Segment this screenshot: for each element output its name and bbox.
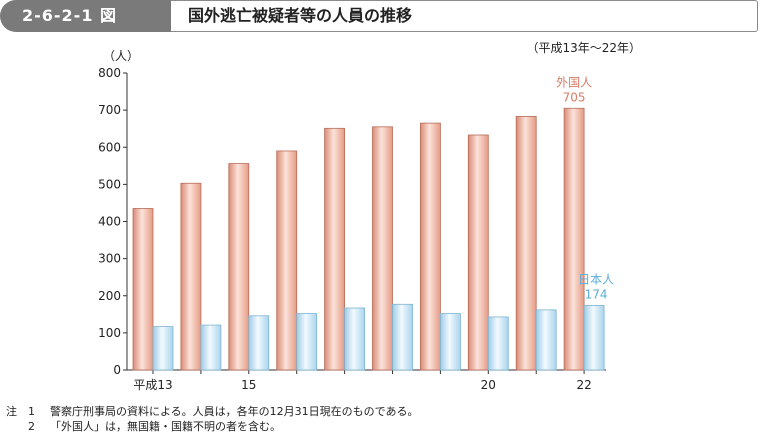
y-tick-label: 300 (98, 252, 121, 266)
series-name-label: 日本人 (578, 272, 614, 286)
y-tick-label: 600 (98, 140, 121, 154)
bar-foreign (276, 150, 298, 371)
note-text: 警察庁刑事局の資料による。人員は，各年の12月31日現在のものである。 (50, 405, 419, 418)
bar-japanese (392, 303, 413, 371)
period-note: （平成13年～22年） (526, 41, 641, 55)
note-mark: 注 (6, 405, 17, 418)
bar-foreign (563, 107, 585, 371)
bar-foreign (467, 134, 489, 371)
bar-foreign (132, 208, 154, 371)
y-unit-label: （人） (103, 49, 139, 63)
bar-japanese (439, 313, 461, 371)
y-tick-label: 0 (113, 363, 121, 377)
y-tick-label: 200 (98, 289, 121, 303)
bar-foreign (324, 127, 346, 371)
bar-foreign (372, 126, 393, 371)
x-tick-label: 平成13 (133, 378, 172, 392)
note-row-2: 2 「外国人」は，無国籍・国籍不明の者を含む。 (6, 419, 419, 434)
bar-japanese (296, 313, 318, 371)
y-tick-label: 400 (98, 215, 121, 229)
bar-japanese (535, 309, 557, 371)
bar-foreign (228, 163, 250, 371)
bar-japanese (152, 326, 174, 371)
note-text: 「外国人」は，無国籍・国籍不明の者を含む。 (50, 420, 281, 433)
series-end-value-label: 174 (585, 287, 608, 301)
x-tick-label: 15 (241, 378, 256, 392)
figure-title: 国外逃亡被疑者等の人員の推移 (188, 6, 413, 25)
bar-japanese (344, 307, 366, 371)
note-number: 1 (28, 405, 35, 418)
figure-number-badge: 2-6-2-1 図 (0, 0, 171, 32)
bar-japanese (583, 305, 605, 371)
bar-foreign (180, 182, 202, 371)
y-tick-label: 700 (98, 103, 121, 117)
series-end-value-label: 705 (563, 90, 586, 104)
y-tick-label: 800 (98, 66, 121, 80)
figure-header: 2-6-2-1 図 国外逃亡被疑者等の人員の推移 (0, 0, 761, 32)
x-tick-label: 22 (576, 378, 591, 392)
y-tick-label: 500 (98, 177, 121, 191)
series-name-label: 外国人 (556, 75, 592, 89)
bar-japanese (248, 315, 270, 371)
bar-japanese (487, 316, 509, 371)
title-box (171, 0, 758, 32)
notes: 注 1 警察庁刑事局の資料による。人員は，各年の12月31日現在のものである。 2 「… (6, 404, 419, 434)
note-number: 2 (28, 420, 35, 433)
note-row-1: 注 1 警察庁刑事局の資料による。人員は，各年の12月31日現在のものである。 (6, 404, 419, 419)
x-tick-label: 20 (481, 378, 496, 392)
bar-foreign (515, 116, 537, 371)
bar-chart: 0 100 200 300 400 500 600 700 800 （人） （平成13年～22年） 平… (98, 41, 641, 392)
bar-japanese (200, 324, 222, 371)
y-tick-label: 100 (98, 326, 121, 340)
bar-foreign (419, 122, 441, 371)
